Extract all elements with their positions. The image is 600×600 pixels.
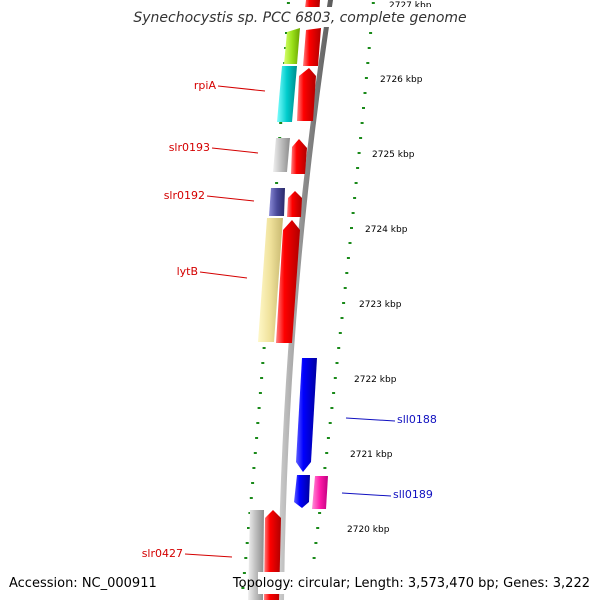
scale-tick-inner	[245, 542, 249, 544]
scale-tick-outer	[348, 242, 352, 244]
scale-tick-outer	[371, 2, 375, 4]
tick-label-2725: 2725 kbp	[372, 150, 415, 160]
scale-tick-outer	[316, 527, 320, 529]
tick-label-2720: 2720 kbp	[347, 525, 390, 535]
scale-tick-outer	[364, 77, 368, 79]
scale-tick-outer	[369, 32, 373, 34]
scale-tick-outer	[354, 182, 358, 184]
scale-tick-inner	[244, 557, 248, 559]
scale-tick-inner	[257, 407, 261, 409]
footer-backdrop-right	[258, 572, 596, 594]
scale-tick-outer	[326, 437, 330, 439]
gene-slr0193-colored[interactable]	[273, 138, 290, 172]
scale-tick-inner	[241, 587, 245, 589]
gene-rpiA-colored[interactable]	[277, 66, 297, 122]
scale-tick-outer	[350, 227, 353, 229]
gene-lytB-colored[interactable]	[258, 218, 283, 342]
gene-rpiA-forward[interactable]	[297, 68, 316, 121]
scale-tick-outer	[345, 272, 349, 274]
scale-tick-inner	[260, 377, 264, 379]
scale-tick-inner	[242, 572, 246, 574]
scale-tick-inner	[262, 347, 266, 349]
gene-label-slr0193[interactable]: slr0193	[169, 141, 210, 154]
scale-tick-outer	[330, 407, 334, 409]
leader-slr0193	[211, 147, 259, 154]
gene-label-sll0189[interactable]: sll0189	[393, 488, 433, 501]
gene-label-rpiA[interactable]: rpiA	[194, 79, 217, 92]
scale-tick-outer	[353, 197, 357, 199]
scale-tick-inner	[253, 452, 257, 454]
gene-label-slr0192[interactable]: slr0192	[164, 189, 205, 202]
scale-tick-outer	[351, 212, 355, 214]
scale-tick-outer	[356, 167, 360, 169]
scale-tick-outer	[332, 392, 336, 394]
scale-tick-outer	[366, 62, 370, 64]
scale-tick-inner	[275, 182, 279, 184]
scale-tick-outer	[328, 422, 332, 424]
gene-slr0192-colored[interactable]	[269, 188, 285, 216]
scale-tick-inner	[258, 392, 262, 394]
scale-tick-inner	[251, 482, 255, 484]
tick-label-2726: 2726 kbp	[380, 75, 423, 85]
tick-label-2724: 2724 kbp	[365, 225, 408, 235]
scale-tick-inner	[249, 497, 253, 499]
leader-slr0427	[184, 553, 233, 558]
scale-tick-inner	[248, 512, 252, 514]
scale-tick-outer	[314, 542, 318, 544]
tick-label-2727: 2727 kbp	[389, 1, 432, 11]
scale-tick-outer	[325, 452, 329, 454]
gene-sll0189-colored[interactable]	[312, 476, 328, 509]
scale-tick-outer	[335, 362, 339, 364]
scale-tick-inner	[247, 527, 250, 529]
scale-tick-inner	[279, 122, 283, 124]
scale-tick-outer	[357, 152, 361, 154]
scale-tick-outer	[367, 47, 371, 49]
leader-rpiA	[217, 85, 266, 92]
scale-tick-inner	[256, 422, 260, 424]
gene-label-lytB[interactable]: lytB	[177, 265, 198, 278]
scale-tick-outer	[360, 122, 364, 124]
scale-tick-outer	[338, 332, 342, 334]
scale-tick-outer	[362, 107, 365, 109]
gene-forward-1[interactable]	[303, 28, 321, 66]
scale-tick-outer	[342, 302, 346, 304]
gene-lime[interactable]	[284, 28, 300, 64]
scale-tick-outer	[337, 347, 341, 349]
scale-tick-outer	[312, 557, 316, 559]
leader-lytB	[199, 271, 248, 279]
gene-sll0188-reverse[interactable]	[296, 358, 317, 472]
scale-tick-outer	[343, 287, 347, 289]
leader-slr0192	[206, 195, 255, 202]
footer-backdrop-left	[6, 572, 148, 594]
gene-slr0193-forward[interactable]	[291, 139, 307, 174]
scale-tick-outer	[340, 317, 344, 319]
scale-tick-outer	[323, 467, 327, 469]
scale-tick-outer	[363, 92, 367, 94]
genome-backbone	[278, 0, 333, 600]
tick-label-2721: 2721 kbp	[350, 450, 393, 460]
map-title: Synechocystis sp. PCC 6803, complete gen…	[133, 10, 466, 26]
scale-tick-outer	[333, 377, 337, 379]
accession-text: Accession: NC_000911	[9, 576, 157, 591]
gene-sll0189-reverse[interactable]	[294, 475, 310, 508]
scale-tick-inner	[286, 2, 290, 4]
scale-tick-inner	[285, 32, 288, 34]
leader-sll0188	[345, 417, 396, 422]
gene-slr0192-forward[interactable]	[287, 191, 302, 217]
topology-text: Topology: circular; Length: 3,573,470 bp…	[232, 576, 590, 591]
gene-label-slr0427[interactable]: slr0427	[142, 547, 183, 560]
title-backdrop	[134, 7, 466, 27]
scale-tick-inner	[261, 362, 265, 364]
scale-tick-inner	[252, 467, 256, 469]
scale-tick-inner	[255, 437, 259, 439]
scale-tick-outer	[359, 137, 363, 139]
gene-lytB-forward[interactable]	[276, 220, 300, 343]
gene-label-sll0188[interactable]: sll0188	[397, 413, 437, 426]
tick-label-2722: 2722 kbp	[354, 375, 397, 385]
scale-tick-outer	[318, 512, 322, 514]
scale-tick-outer	[346, 257, 350, 259]
tick-label-2723: 2723 kbp	[359, 300, 402, 310]
leader-sll0189	[341, 492, 392, 497]
